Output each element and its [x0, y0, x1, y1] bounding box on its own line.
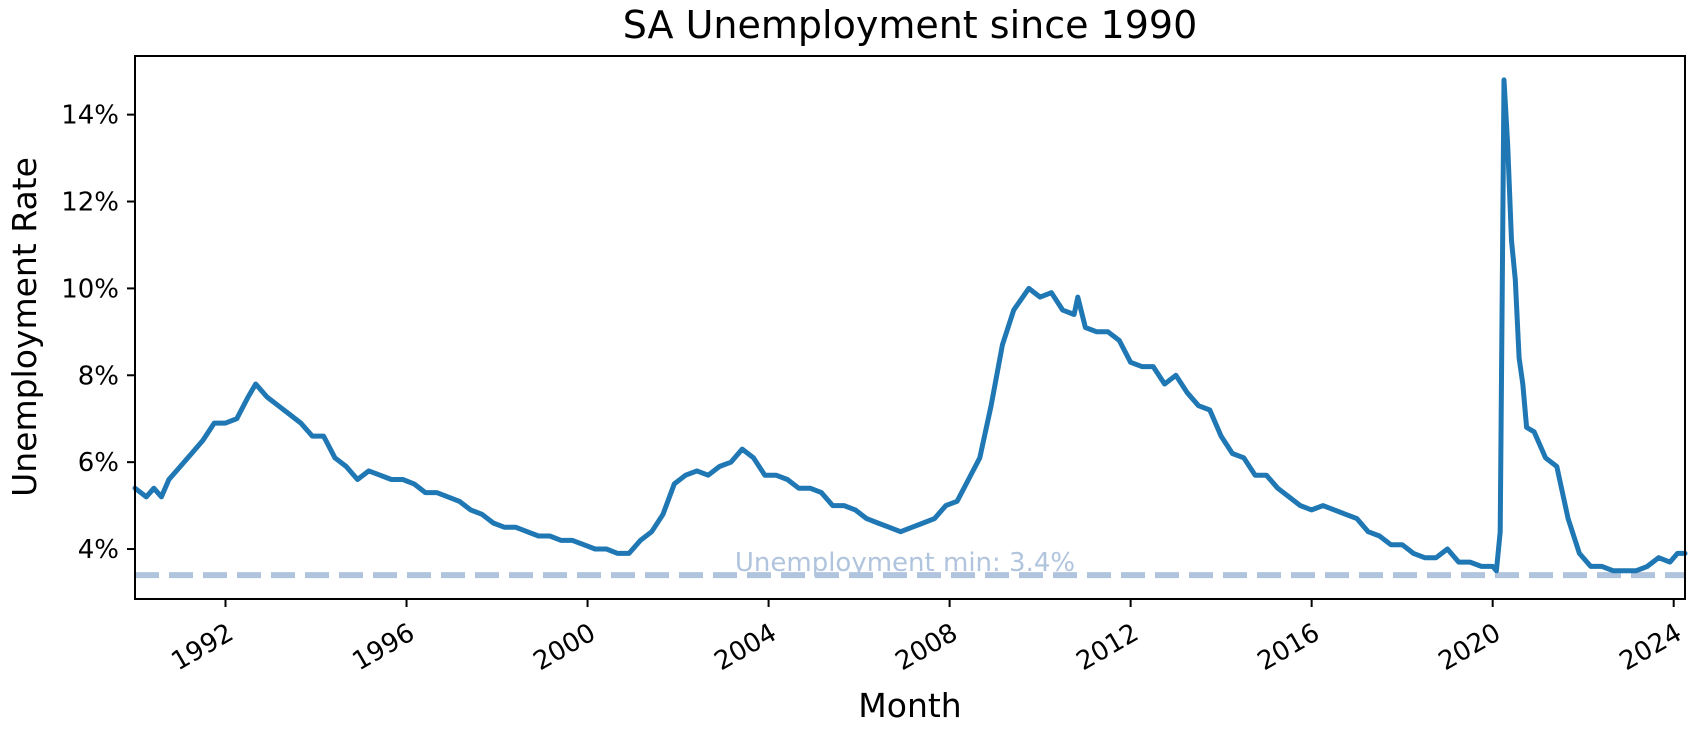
y-tick-label: 6% [78, 448, 119, 478]
reference-line-label: Unemployment min: 3.4% [735, 548, 1075, 578]
x-axis-ticks: 1992 1996 2000 2004 2008 2012 2016 2020 2024 [166, 599, 1687, 677]
x-tick-label: 2024 [1615, 618, 1687, 677]
y-tick-label: 8% [78, 361, 119, 391]
reference-line-group: Unemployment min: 3.4% [135, 548, 1685, 579]
series-line-0 [132, 77, 1688, 574]
x-tick-label: 2004 [710, 618, 782, 677]
chart-title: SA Unemployment since 1990 [623, 3, 1198, 47]
x-tick-label: 2016 [1253, 618, 1325, 677]
x-tick-label: 1996 [347, 618, 419, 677]
x-tick-label: 2020 [1434, 618, 1506, 677]
x-tick-label: 2012 [1072, 618, 1144, 677]
plot-frame [134, 55, 1686, 600]
y-axis-label: Unemployment Rate [5, 157, 44, 497]
series-group [132, 77, 1688, 574]
x-tick-label: 2008 [891, 618, 963, 677]
x-axis-label: Month [858, 686, 961, 725]
x-tick-label: 1992 [166, 618, 238, 677]
y-tick-label: 12% [61, 188, 119, 218]
x-tick-label: 2000 [528, 618, 600, 677]
y-axis-ticks: 4% 6% 8% 10% 12% 14% [61, 101, 135, 565]
y-tick-label: 14% [61, 101, 119, 131]
y-tick-label: 4% [78, 535, 119, 565]
y-tick-label: 10% [61, 274, 119, 304]
